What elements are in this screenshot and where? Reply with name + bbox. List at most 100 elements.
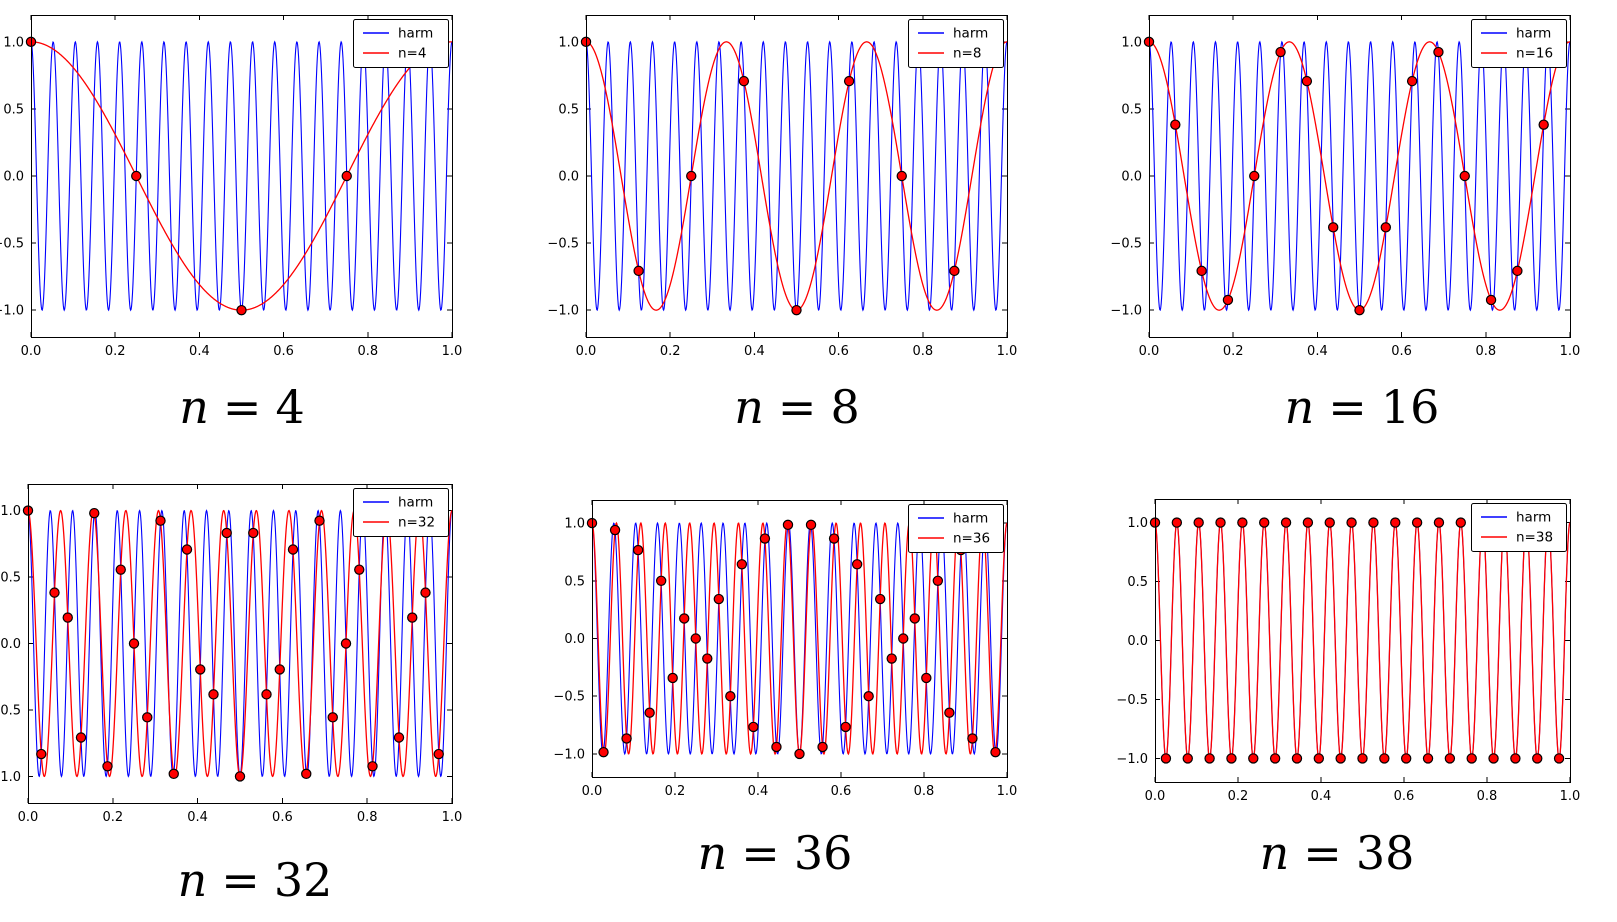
sample-dot	[142, 712, 153, 723]
x-tick-label: 0.8	[914, 784, 935, 799]
sample-dot	[771, 741, 782, 753]
sample-dot	[314, 515, 325, 526]
x-tick-label: 0.0	[21, 344, 42, 359]
x-tick-label: 0.2	[660, 344, 681, 359]
axes-frame	[1155, 499, 1571, 783]
x-tick-label: 0.4	[744, 344, 765, 359]
sample-dot	[609, 524, 621, 536]
x-tick-label: 0.8	[357, 344, 378, 359]
sample-dot	[1275, 46, 1286, 58]
x-tick-label: 0.6	[273, 344, 294, 359]
caption-value: 8	[830, 380, 860, 434]
subplot-6: 0.0 0.2 0.4 0.6 0.8 1.0 −1.0 −0.5 0.0 0.5 1.0 harm n…	[1116, 499, 1580, 804]
legend-label: harm	[1516, 510, 1551, 526]
sample-dot	[168, 768, 179, 780]
sample-dot	[1226, 753, 1237, 764]
caption-equals: =	[1303, 826, 1342, 880]
sample-dot	[327, 712, 338, 723]
sample-dot	[886, 653, 897, 664]
caption-subplot-2: n = 8	[734, 377, 859, 437]
legend: harm n=16	[1471, 19, 1567, 68]
y-tick-label: 0.0	[3, 170, 24, 185]
sample-dot	[1302, 517, 1314, 528]
sample-dot	[1182, 753, 1193, 764]
sample-dot	[115, 564, 126, 575]
caption-subplot-1: n = 4	[179, 377, 304, 437]
sample-dot	[738, 75, 750, 87]
axes-frame	[31, 15, 453, 338]
y-tick-label: 0.5	[558, 102, 579, 117]
sample-dot	[1193, 517, 1204, 528]
sample-dot	[1512, 265, 1523, 277]
sample-dot	[1248, 753, 1259, 764]
x-tick-label: 0.2	[1223, 344, 1244, 359]
legend: harm n=4	[353, 19, 449, 68]
x-tick-label: 0.6	[831, 784, 852, 799]
y-tick-label: 0.5	[3, 102, 24, 117]
sample-dot	[1346, 517, 1357, 528]
y-tick-label: 1.0	[558, 35, 579, 50]
legend: harm n=36	[908, 504, 1004, 553]
legend: harm n=8	[908, 19, 1004, 68]
sample-dots	[580, 36, 960, 316]
sample-dots	[1143, 36, 1549, 316]
sample-dot	[1327, 222, 1339, 233]
y-tick-label: 0.5	[1121, 102, 1142, 117]
y-tick-label: 1.0	[3, 35, 24, 50]
legend: harm n=32	[353, 488, 449, 537]
x-tick-label: 1.0	[997, 344, 1018, 359]
x-tick-label: 0.2	[665, 784, 686, 799]
sample-dot	[1171, 517, 1183, 528]
x-tick-label: 0.0	[582, 784, 603, 799]
caption-equals: =	[221, 853, 260, 907]
sample-dot	[736, 559, 748, 570]
y-tick-label: 1.0	[1121, 35, 1142, 50]
sample-dot	[1390, 517, 1401, 528]
x-tick-label: 1.0	[1560, 344, 1581, 359]
sample-dot	[644, 707, 655, 718]
sample-dot	[1301, 75, 1313, 87]
y-tick-label: −1.0	[1110, 304, 1142, 319]
sample-dot	[633, 265, 644, 277]
sample-dot	[1553, 753, 1565, 764]
caption-variable: n	[1259, 826, 1290, 880]
y-tick-label: 1.0	[1127, 516, 1148, 531]
sample-dot	[655, 575, 667, 586]
sample-dot	[1204, 753, 1215, 764]
sample-dot	[131, 170, 142, 182]
sample-dot	[89, 507, 100, 519]
caption-equals: =	[1328, 380, 1367, 434]
sample-dot	[62, 612, 73, 623]
sample-dot	[702, 653, 713, 664]
y-tick-label: −0.5	[0, 237, 24, 252]
x-tick-label: 0.6	[828, 344, 849, 359]
x-tick-label: 0.8	[357, 810, 378, 825]
sample-dot	[1313, 753, 1325, 764]
alias-curve	[1154, 521, 1571, 761]
sample-dot	[75, 732, 87, 743]
y-tick-label: 1.0	[564, 517, 585, 532]
legend-label: n=38	[1516, 530, 1553, 546]
sample-dot	[1380, 222, 1392, 233]
sample-dot	[1422, 753, 1434, 764]
sample-dot	[1433, 46, 1444, 58]
subplot-4: 0.0 0.2 0.4 0.6 0.8 1.0 −1.0 −0.5 0.0 0.5 1.0 harm n…	[0, 484, 462, 825]
sample-dot	[36, 748, 47, 760]
sample-dot	[1459, 170, 1470, 182]
harm-curve	[27, 509, 453, 778]
caption-subplot-6: n = 38	[1260, 823, 1415, 883]
y-tick-label: −1.0	[0, 770, 21, 785]
sample-dot	[817, 741, 828, 753]
sample-dot	[407, 612, 418, 623]
subplot-5: 0.0 0.2 0.4 0.6 0.8 1.0 −1.0 −0.5 0.0 0.5 1.0 harm n…	[553, 500, 1017, 799]
y-tick-label: 0.5	[0, 571, 21, 586]
legend-label: harm	[953, 26, 988, 42]
sample-dot	[791, 304, 802, 316]
sample-dot	[690, 633, 701, 644]
legend-label: harm	[398, 495, 433, 511]
sample-dot	[433, 748, 444, 760]
legend-label: harm	[398, 26, 433, 42]
sample-dot	[1269, 753, 1281, 764]
sample-dot	[287, 544, 299, 555]
sample-dot	[874, 593, 886, 605]
